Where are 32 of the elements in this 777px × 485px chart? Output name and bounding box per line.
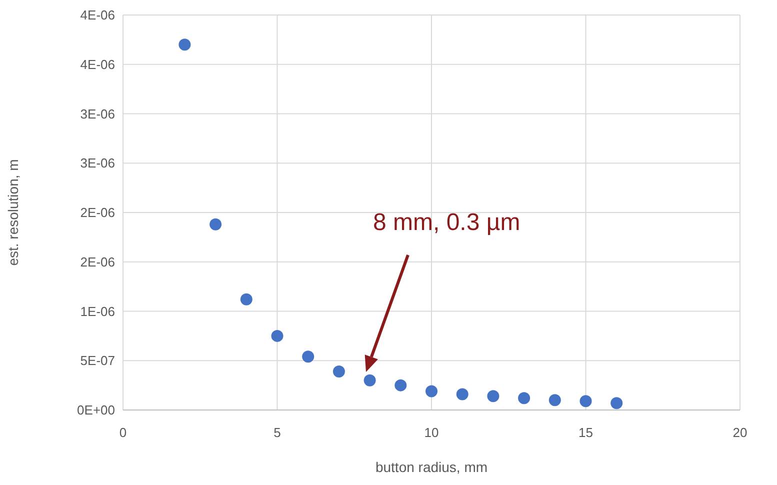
point	[178, 38, 191, 51]
point	[487, 390, 500, 402]
x-axis-title: button radius, mm	[375, 459, 488, 475]
y-tick-label: 2E-06	[80, 254, 115, 270]
x-tick-label: 10	[424, 425, 439, 440]
point	[364, 374, 376, 386]
y-tick-label: 3E-06	[80, 156, 115, 171]
point	[210, 218, 222, 230]
y-tick-label: 0E+00	[77, 402, 115, 418]
y-tick-label: 3E-06	[80, 106, 115, 122]
y-axis-title: est. resolution, m	[5, 159, 21, 266]
y-tick-label: 4E-06	[80, 56, 115, 72]
x-tick-label: 20	[732, 425, 748, 440]
point	[456, 388, 468, 400]
point	[240, 293, 252, 306]
y-tick-label: 4E-06	[80, 8, 115, 23]
point	[610, 397, 623, 410]
x-tick-label: 0	[119, 425, 127, 440]
x-tick-label: 15	[578, 425, 593, 440]
point	[302, 350, 314, 363]
point	[518, 392, 530, 404]
point	[548, 394, 561, 406]
point	[271, 330, 284, 342]
y-tick-label: 2E-06	[80, 205, 115, 220]
point	[426, 385, 438, 398]
point	[394, 379, 407, 392]
point	[332, 365, 345, 378]
annotation: 8 mm, 0.3 µm	[373, 209, 520, 236]
y-tick-label: 5E-07	[80, 353, 115, 368]
x-tick-label: 5	[274, 425, 281, 440]
point	[580, 395, 592, 408]
y-tick-label: 1E-06	[80, 304, 115, 319]
